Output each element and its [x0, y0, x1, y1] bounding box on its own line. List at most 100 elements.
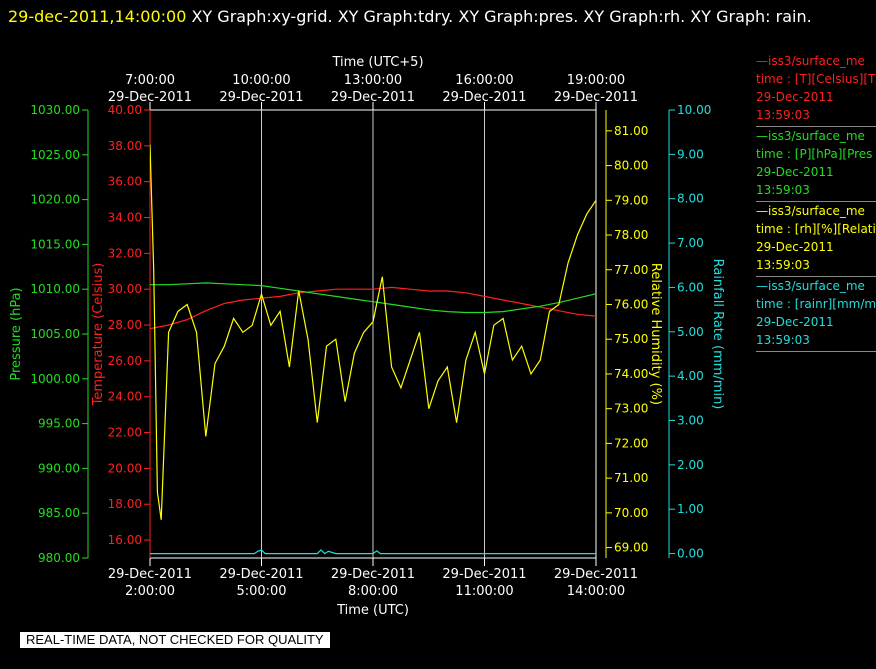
- legend-time: 13:59:03: [756, 183, 810, 197]
- x2-tick-label-time: 13:00:00: [344, 73, 402, 88]
- rh-tick-label: 76.00: [614, 297, 648, 311]
- rh-tick-label: 77.00: [614, 263, 648, 277]
- x-tick-label-time: 2:00:00: [125, 584, 175, 599]
- legend-date: 29-Dec-2011: [756, 240, 834, 254]
- legend-entry-pressure: —iss3/surface_me time : [P][hPa][Pres 29…: [756, 127, 876, 202]
- pressure-tick-label: 1000.00: [30, 372, 80, 386]
- pressure-tick-label: 1015.00: [30, 237, 80, 251]
- pressure-tick-label: 1005.00: [30, 327, 80, 341]
- rh-tick-label: 73.00: [614, 402, 648, 416]
- legend-date: 29-Dec-2011: [756, 165, 834, 179]
- x-tick-label-date: 29-Dec-2011: [331, 567, 415, 582]
- rh-tick-label: 74.00: [614, 367, 648, 381]
- x-axis-label: Time (UTC): [336, 603, 409, 618]
- temperature-tick-label: 40.00: [108, 103, 142, 117]
- rh-tick-label: 75.00: [614, 332, 648, 346]
- temperature-tick-label: 34.00: [108, 211, 142, 225]
- pressure-axis-title: Pressure (hPa): [9, 287, 24, 380]
- x-tick-label-date: 29-Dec-2011: [442, 567, 526, 582]
- rh-tick-label: 78.00: [614, 228, 648, 242]
- temperature-tick-label: 28.00: [108, 318, 142, 332]
- rain-series-line: [150, 549, 596, 555]
- x-tick-label-time: 11:00:00: [455, 584, 513, 599]
- rh-tick-label: 70.00: [614, 506, 648, 520]
- pressure-tick-label: 995.00: [38, 417, 80, 431]
- legend-date: 29-Dec-2011: [756, 315, 834, 329]
- temperature-tick-label: 16.00: [108, 533, 142, 547]
- x2-tick-label-date: 29-Dec-2011: [219, 90, 303, 105]
- legend-entry-rain: —iss3/surface_me time : [rainr][mm/mi 29…: [756, 277, 876, 352]
- pressure-tick-label: 1030.00: [30, 103, 80, 117]
- x2-tick-label-date: 29-Dec-2011: [108, 90, 192, 105]
- rh-tick-label: 69.00: [614, 541, 648, 555]
- temperature-tick-label: 20.00: [108, 461, 142, 475]
- pressure-tick-label: 1025.00: [30, 148, 80, 162]
- legend-time: 13:59:03: [756, 333, 810, 347]
- title-timestamp: 29-dec-2011,14:00:00: [8, 7, 187, 26]
- x2-tick-label-date: 29-Dec-2011: [331, 90, 415, 105]
- rain-tick-label: 6.00: [677, 280, 704, 294]
- rain-tick-label: 7.00: [677, 236, 704, 250]
- temperature-tick-label: 26.00: [108, 354, 142, 368]
- quality-note: REAL-TIME DATA, NOT CHECKED FOR QUALITY: [20, 632, 330, 648]
- legend-series-label: —iss3/surface_me: [756, 279, 865, 293]
- legend-time: 13:59:03: [756, 258, 810, 272]
- x2-tick-label-date: 29-Dec-2011: [554, 90, 638, 105]
- temperature-axis-title: Temperature (Celsius): [91, 263, 106, 407]
- graph-title: 29-dec-2011,14:00:00 XY Graph:xy-grid. X…: [8, 2, 868, 32]
- legend-desc: time : [rainr][mm/mi: [756, 297, 876, 311]
- x-tick-label-date: 29-Dec-2011: [219, 567, 303, 582]
- title-graphs: XY Graph:xy-grid. XY Graph:tdry. XY Grap…: [191, 7, 812, 26]
- rain-tick-label: 2.00: [677, 458, 704, 472]
- legend: —iss3/surface_me time : [T][Celsius][T 2…: [756, 52, 876, 352]
- pressure-tick-label: 980.00: [38, 551, 80, 565]
- rain-tick-label: 8.00: [677, 192, 704, 206]
- x-tick-label-time: 5:00:00: [236, 584, 286, 599]
- rain-tick-label: 1.00: [677, 502, 704, 516]
- temperature-tick-label: 32.00: [108, 246, 142, 260]
- legend-desc: time : [rh][%][Relati: [756, 222, 876, 236]
- legend-series-label: —iss3/surface_me: [756, 204, 865, 218]
- rh-series-line: [150, 144, 596, 520]
- rain-tick-label: 4.00: [677, 369, 704, 383]
- rain-tick-label: 0.00: [677, 547, 704, 561]
- legend-entry-temperature: —iss3/surface_me time : [T][Celsius][T 2…: [756, 52, 876, 127]
- pressure-tick-label: 1020.00: [30, 193, 80, 207]
- legend-series-label: —iss3/surface_me: [756, 129, 865, 143]
- x2-axis-label: Time (UTC+5): [331, 55, 423, 70]
- x2-tick-label-time: 7:00:00: [125, 73, 175, 88]
- legend-desc: time : [T][Celsius][T: [756, 72, 876, 86]
- x-tick-label-date: 29-Dec-2011: [108, 567, 192, 582]
- pressure-tick-label: 990.00: [38, 461, 80, 475]
- rh-tick-label: 81.00: [614, 124, 648, 138]
- rain-axis-title: Rainfall Rate (mm/min): [710, 259, 725, 410]
- x2-tick-label-time: 10:00:00: [232, 73, 290, 88]
- x2-tick-label-time: 19:00:00: [567, 73, 625, 88]
- rh-axis-title: Relative Humidity (%): [648, 263, 663, 405]
- x-tick-label-date: 29-Dec-2011: [554, 567, 638, 582]
- rh-tick-label: 72.00: [614, 436, 648, 450]
- x2-tick-label-time: 16:00:00: [455, 73, 513, 88]
- temperature-tick-label: 24.00: [108, 390, 142, 404]
- x-tick-label-time: 8:00:00: [348, 584, 398, 599]
- legend-series-label: —iss3/surface_me: [756, 54, 865, 68]
- rain-tick-label: 5.00: [677, 325, 704, 339]
- rain-tick-label: 10.00: [677, 103, 711, 117]
- legend-date: 29-Dec-2011: [756, 90, 834, 104]
- x2-tick-label-date: 29-Dec-2011: [442, 90, 526, 105]
- rh-tick-label: 79.00: [614, 193, 648, 207]
- legend-entry-rh: —iss3/surface_me time : [rh][%][Relati 2…: [756, 202, 876, 277]
- legend-desc: time : [P][hPa][Pres: [756, 147, 873, 161]
- pressure-series-line: [150, 282, 596, 314]
- pressure-tick-label: 985.00: [38, 506, 80, 520]
- temperature-tick-label: 36.00: [108, 175, 142, 189]
- legend-time: 13:59:03: [756, 108, 810, 122]
- x-tick-label-time: 14:00:00: [567, 584, 625, 599]
- pressure-tick-label: 1010.00: [30, 282, 80, 296]
- temperature-tick-label: 18.00: [108, 497, 142, 511]
- rh-tick-label: 80.00: [614, 159, 648, 173]
- temperature-series-line: [150, 286, 596, 330]
- temperature-tick-label: 30.00: [108, 282, 142, 296]
- rh-tick-label: 71.00: [614, 471, 648, 485]
